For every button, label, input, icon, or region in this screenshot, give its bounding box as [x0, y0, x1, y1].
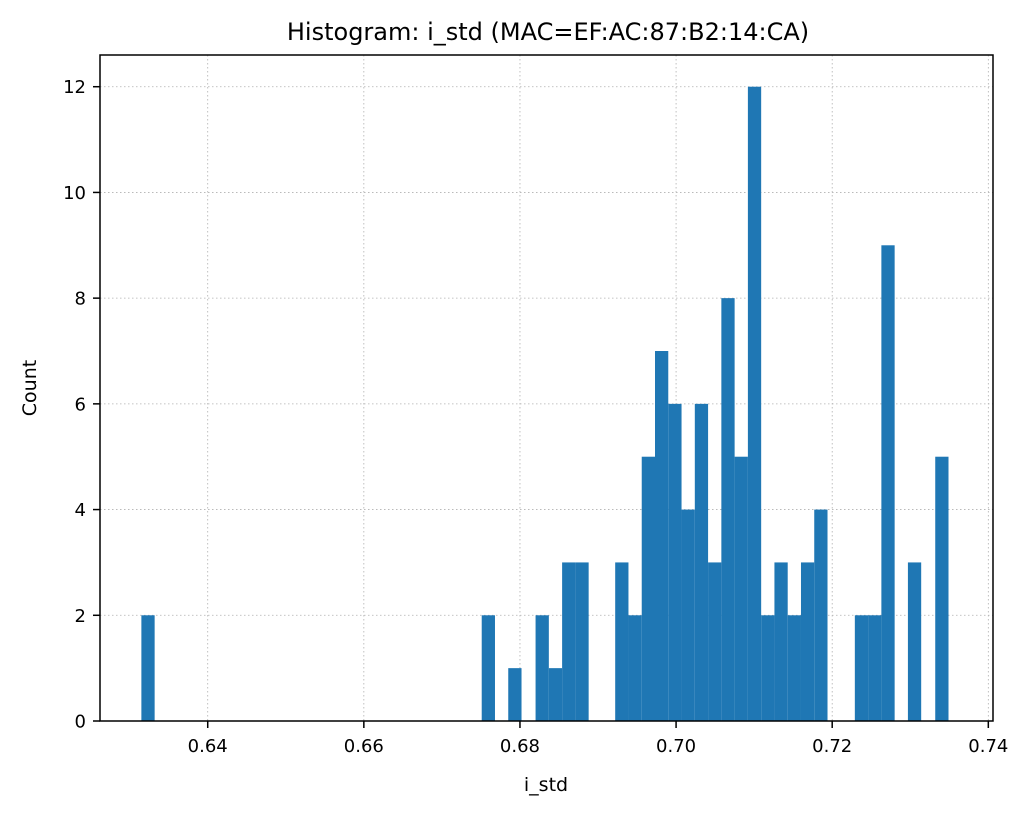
histogram-bar [708, 562, 722, 721]
histogram-bar [907, 562, 922, 721]
histogram-bar [734, 456, 748, 721]
x-tick-label: 0.66 [344, 736, 384, 757]
histogram-bar [141, 615, 155, 721]
histogram-bar [481, 615, 495, 721]
y-tick-label: 2 [75, 606, 86, 627]
histogram-bar [562, 562, 576, 721]
histogram-bar [721, 298, 735, 721]
histogram-bar [628, 615, 642, 721]
histogram-bar [655, 351, 669, 721]
histogram-bar [854, 615, 869, 721]
histogram-bar [747, 86, 762, 721]
y-tick-label: 0 [75, 712, 86, 733]
histogram-bar [615, 562, 629, 721]
y-tick-label: 4 [75, 500, 86, 521]
histogram-bar [575, 562, 589, 721]
y-tick-label: 6 [75, 394, 86, 415]
histogram-bar [881, 245, 895, 722]
histogram-bar [800, 562, 815, 721]
histogram-bars [141, 86, 949, 722]
histogram-bar [508, 668, 522, 721]
histogram-bar [787, 615, 801, 721]
histogram-bar [761, 615, 775, 721]
x-axis-ticks: 0.64 0.66 0.68 0.70 0.72 0.74 [188, 721, 1008, 757]
chart-title: Histogram: i_std (MAC=EF:AC:87:B2:14:CA) [287, 18, 809, 46]
y-tick-label: 10 [63, 183, 86, 204]
x-tick-label: 0.72 [812, 736, 852, 757]
x-axis-label: i_std [524, 774, 568, 796]
plot-frame [99, 54, 994, 722]
x-tick-label: 0.64 [188, 736, 228, 757]
x-tick-label: 0.68 [500, 736, 540, 757]
x-tick-label: 0.74 [968, 736, 1008, 757]
histogram-bar [774, 562, 788, 721]
y-tick-label: 8 [75, 289, 86, 310]
y-tick-label: 12 [63, 77, 86, 98]
histogram-bar [814, 509, 828, 721]
histogram-bar [641, 456, 656, 721]
y-axis-ticks: 0 2 4 6 8 10 12 [63, 77, 100, 733]
histogram-bar [935, 456, 949, 721]
histogram-bar [868, 615, 882, 721]
histogram-bar [535, 615, 549, 721]
histogram-bar [681, 509, 695, 721]
histogram-bar [694, 403, 709, 721]
y-axis-label: Count [19, 360, 41, 416]
x-tick-label: 0.70 [656, 736, 696, 757]
histogram-bar [548, 668, 563, 721]
histogram-bar [668, 403, 682, 721]
